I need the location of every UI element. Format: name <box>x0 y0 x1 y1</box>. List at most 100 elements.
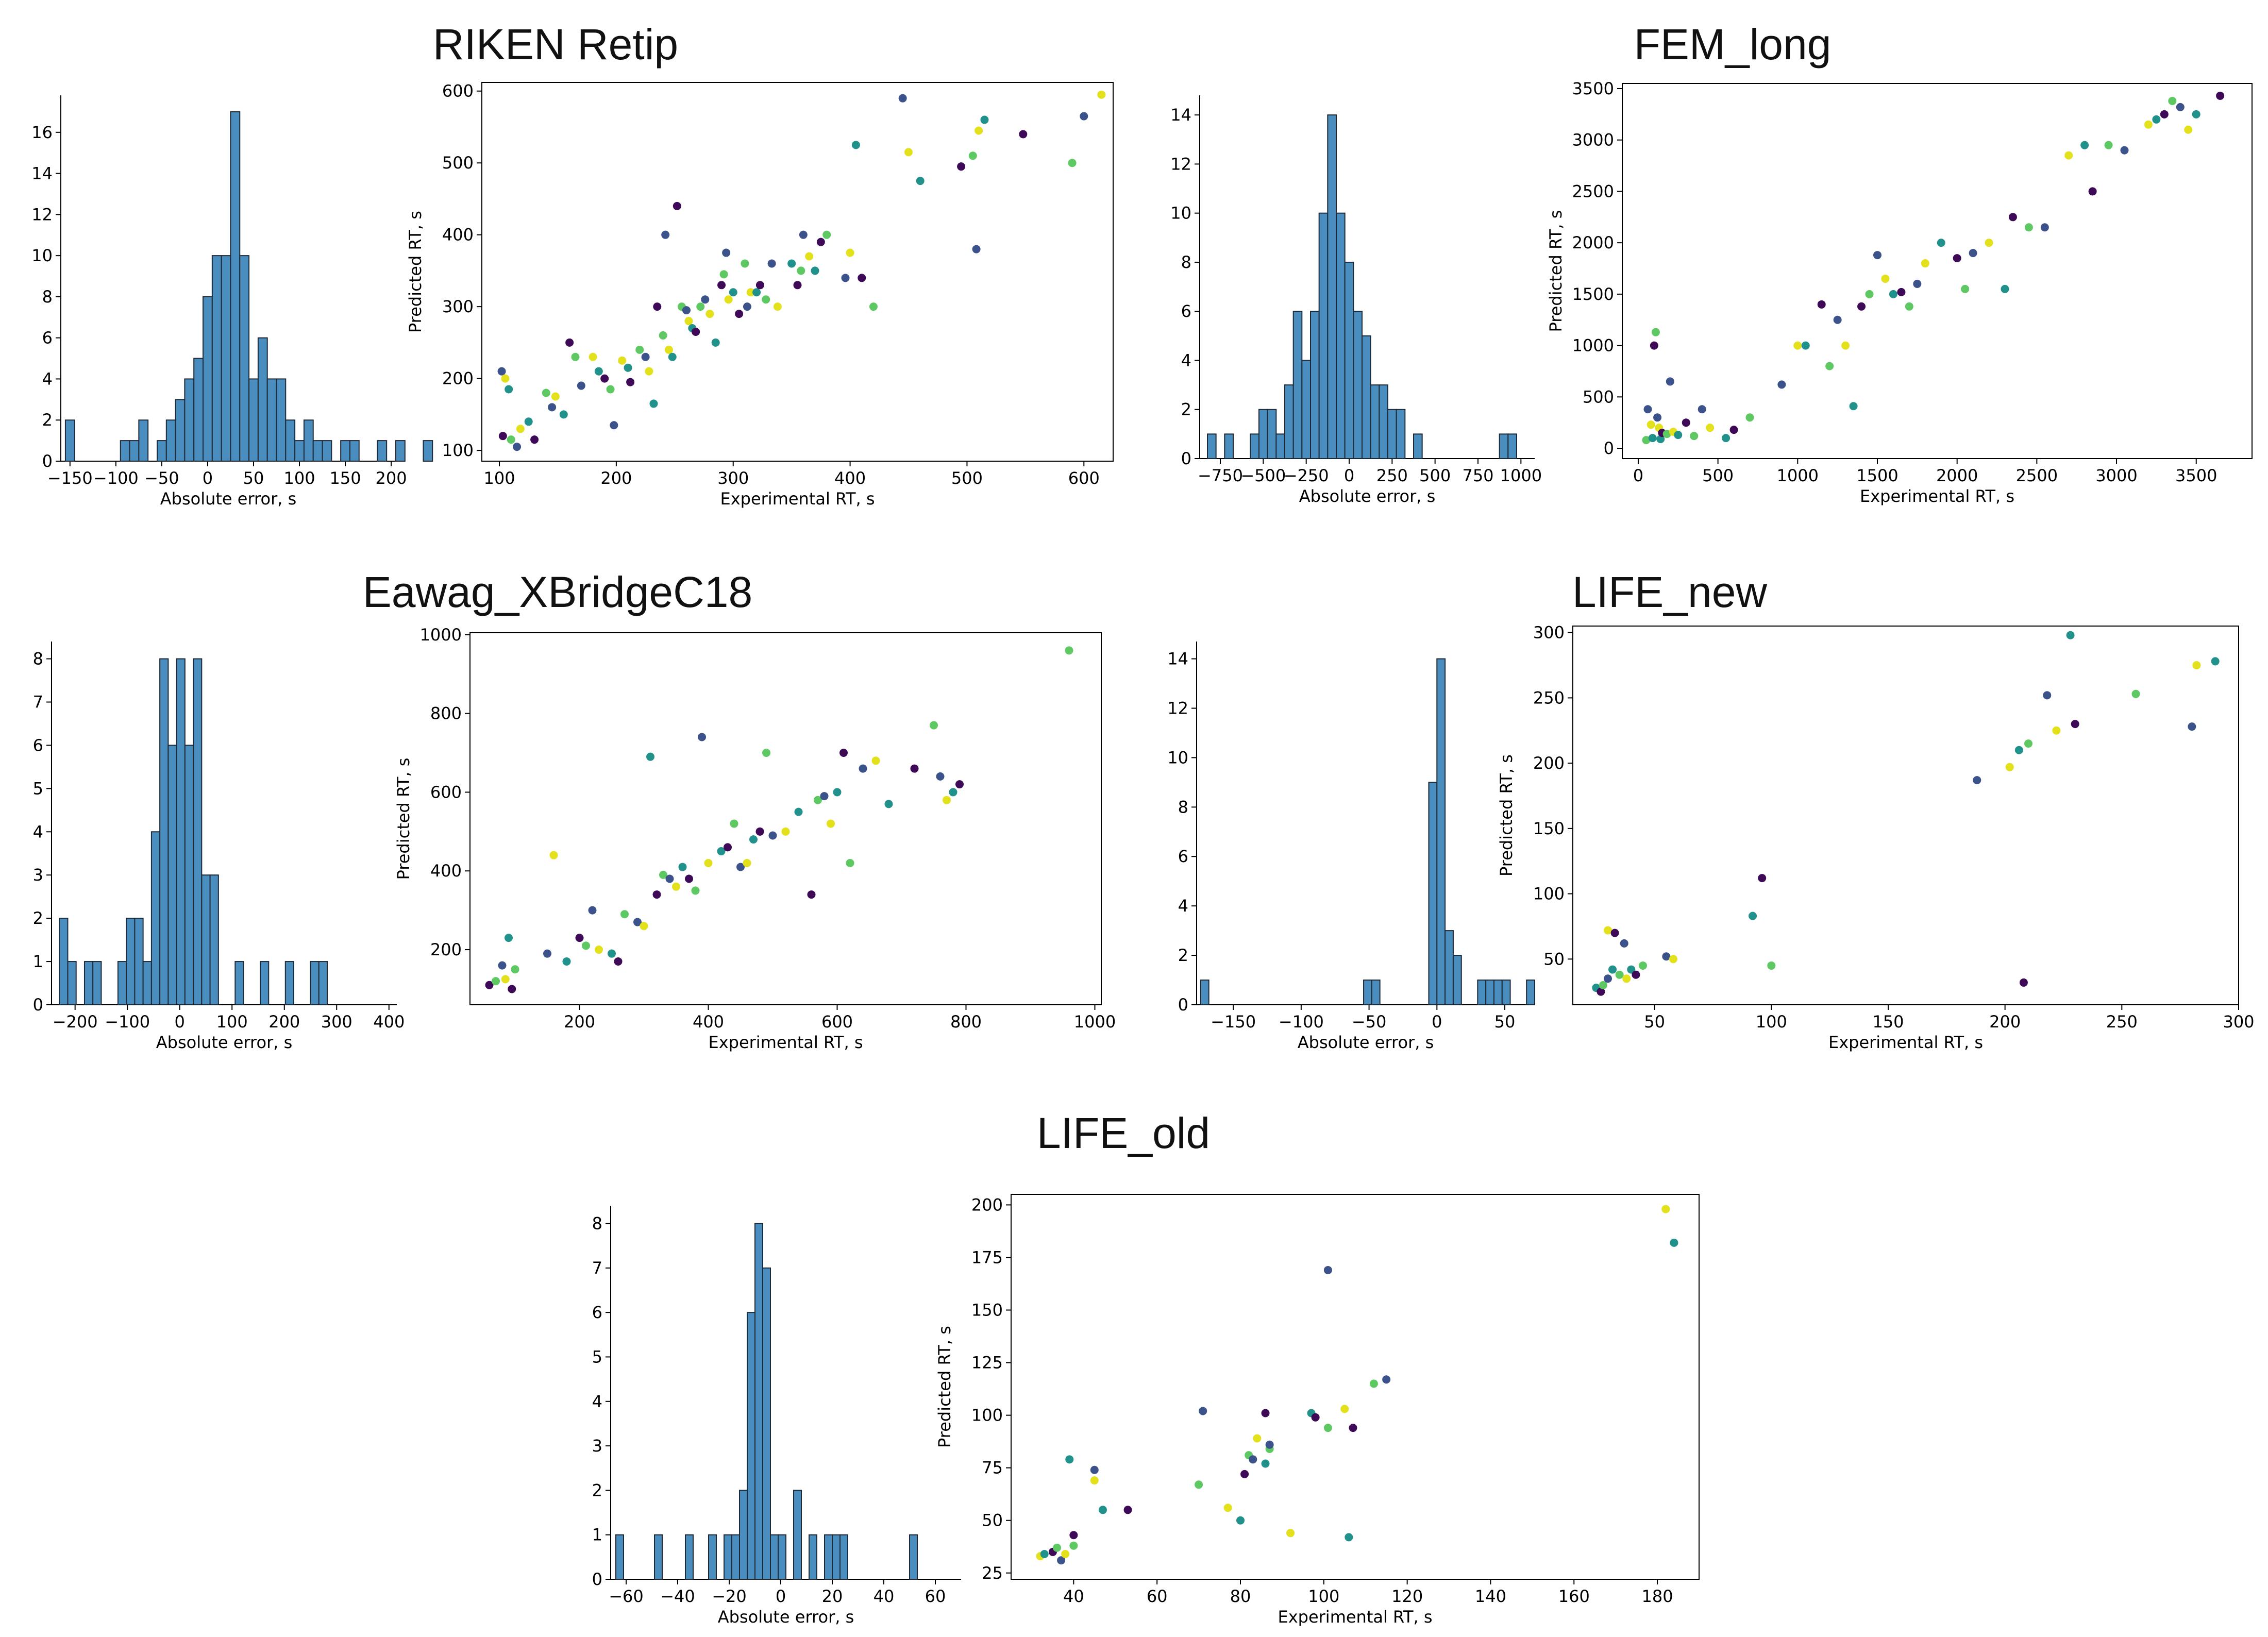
y-tick-label: 250 <box>1533 688 1565 707</box>
scatter-point <box>1905 302 1913 311</box>
histogram-bar <box>1363 980 1372 1005</box>
x-tick-label: −500 <box>1240 466 1286 485</box>
x-tick-label: 1000 <box>1777 466 1819 485</box>
y-tick-label: 14 <box>31 164 53 183</box>
histogram-bar <box>193 658 203 1005</box>
y-tick-label: 0 <box>33 995 43 1015</box>
plot-frame <box>1622 83 2253 459</box>
histogram-bar <box>129 440 140 462</box>
y-tick-label: 1500 <box>1572 284 1614 304</box>
scatter-point <box>498 432 507 441</box>
scatter-point <box>1690 432 1699 441</box>
histogram-bar <box>1362 335 1371 460</box>
histogram-bar <box>285 419 296 462</box>
x-tick-label: 180 <box>1642 1587 1673 1606</box>
y-tick-label: 75 <box>982 1458 1003 1478</box>
histogram-bar <box>165 419 176 462</box>
x-tick-label: 0 <box>175 1012 185 1032</box>
scatter-point <box>1040 1550 1049 1559</box>
scatter-point <box>497 367 506 376</box>
scatter-point <box>943 796 951 804</box>
scatter-point <box>711 338 720 347</box>
scatter-point <box>955 780 964 789</box>
scatter-point <box>898 94 907 103</box>
y-tick-label: 6 <box>1178 847 1188 866</box>
scatter-point <box>594 367 603 376</box>
histogram-bar <box>221 255 231 462</box>
histogram-bar <box>126 918 136 1005</box>
scatter-point <box>1973 776 1981 785</box>
scatter-point <box>1369 1379 1378 1388</box>
scatter-point <box>805 252 814 261</box>
histogram-bar <box>1444 930 1454 1005</box>
scatter-point <box>794 807 803 816</box>
scatter-point <box>910 764 919 773</box>
y-tick-label: 2 <box>1178 946 1188 965</box>
scatter-point <box>755 827 764 836</box>
x-tick-label: 1000 <box>1074 1012 1116 1032</box>
x-tick-label: −50 <box>144 468 179 488</box>
scatter-point <box>652 890 661 899</box>
scatter-point <box>1777 380 1786 389</box>
histogram-bar <box>724 1534 732 1580</box>
scatter-point <box>762 295 770 304</box>
scatter-point <box>833 788 842 797</box>
y-tick-label: 3500 <box>1572 79 1614 98</box>
x-axis-label: Absolute error, s <box>1299 486 1436 506</box>
scatter-point <box>492 977 500 986</box>
scatter-point <box>1240 1470 1249 1478</box>
histogram-bar <box>1477 980 1487 1005</box>
y-tick-label: 2 <box>42 410 53 430</box>
title-life-old: LIFE_old <box>1037 1109 1210 1157</box>
x-tick-label: 100 <box>283 468 315 488</box>
scatter-point <box>551 392 560 401</box>
x-tick-label: 120 <box>1391 1587 1423 1606</box>
histogram-bar <box>276 378 287 462</box>
scatter-point <box>736 863 745 871</box>
scatter-point <box>1286 1529 1295 1538</box>
x-tick-label: 600 <box>1068 468 1100 488</box>
y-tick-label: 0 <box>42 451 53 471</box>
scatter-point <box>1099 1506 1107 1514</box>
scatter-point <box>1849 402 1858 411</box>
x-axis-label: Absolute error, s <box>156 1033 293 1052</box>
histogram-bar <box>201 874 211 1005</box>
scatter-point <box>2120 146 2129 155</box>
histogram-bar <box>1344 261 1354 459</box>
scatter-point <box>498 961 507 970</box>
histogram-bar <box>349 440 360 462</box>
histogram-bar <box>754 1223 763 1580</box>
histogram-bar <box>685 1534 694 1580</box>
scatter-point <box>743 858 751 867</box>
scatter-point <box>1749 912 1757 920</box>
y-tick-label: 0 <box>1178 995 1188 1015</box>
plot-frame <box>469 632 1102 1005</box>
scatter-point <box>1199 1407 1207 1415</box>
x-axis-label: Experimental RT, s <box>1278 1607 1432 1627</box>
y-tick-label: 4 <box>1181 350 1191 370</box>
scatter-point <box>841 274 850 282</box>
x-tick-label: −20 <box>712 1587 747 1606</box>
scatter-point <box>661 230 670 239</box>
scatter-point <box>1065 1455 1074 1464</box>
histogram-bar <box>142 961 152 1005</box>
y-axis-label: Predicted RT, s <box>1546 210 1566 332</box>
scatter-point <box>1597 987 1605 996</box>
y-tick-label: 600 <box>430 782 462 802</box>
scatter-point <box>516 425 525 433</box>
y-tick-label: 1 <box>592 1525 602 1545</box>
histogram-bar <box>318 961 328 1005</box>
histogram-bar <box>1493 980 1503 1005</box>
histogram-bar <box>156 440 167 462</box>
scatter-point <box>1068 159 1077 167</box>
histogram-bar <box>310 961 320 1005</box>
scatter-point <box>717 847 726 856</box>
scatter-point <box>505 385 513 394</box>
scatter-point <box>2160 110 2169 119</box>
y-tick-label: 10 <box>31 246 53 265</box>
y-tick-label: 10 <box>1170 204 1191 223</box>
scatter-point <box>762 749 770 757</box>
histogram-bar <box>138 419 149 462</box>
histogram-bar <box>1396 409 1406 460</box>
scatter-point <box>1817 300 1826 309</box>
